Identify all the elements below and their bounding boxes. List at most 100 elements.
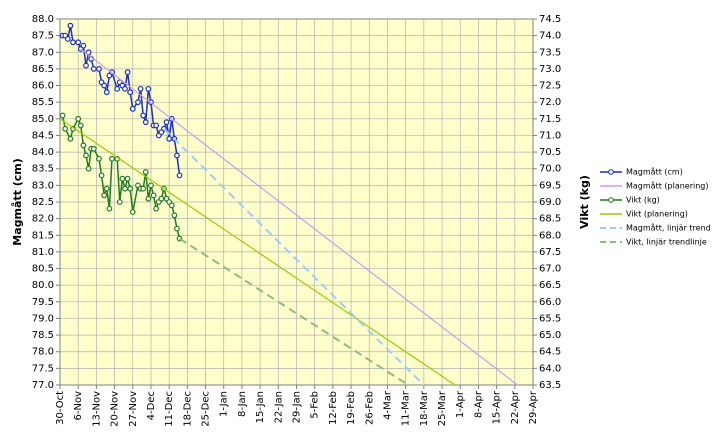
legend-label: Vikt (kg) xyxy=(626,196,660,205)
legend-label: Magmått (cm) xyxy=(626,167,683,177)
y-tick-label: 81.5 xyxy=(32,230,54,241)
y-tick-label: 80.5 xyxy=(32,264,54,275)
x-tick-label: 8-Jan xyxy=(237,391,248,417)
data-point xyxy=(122,85,128,92)
data-point xyxy=(109,155,115,162)
x-tick-label: 1-Jan xyxy=(219,391,230,417)
y2-tick-label: 68.0 xyxy=(539,230,561,241)
y-tick-label: 77.5 xyxy=(32,363,54,374)
data-point xyxy=(158,195,165,202)
plot-area xyxy=(59,18,534,386)
legend-label: Magmått, linjär trend xyxy=(626,223,711,233)
data-point xyxy=(135,99,141,106)
y2-tick-label: 71.0 xyxy=(539,130,561,141)
data-point xyxy=(153,205,160,212)
data-point xyxy=(174,225,180,232)
data-point xyxy=(101,82,108,89)
y-tick-label: 82.0 xyxy=(32,214,54,225)
data-point xyxy=(145,85,152,92)
legend-label: Magmått (planering) xyxy=(626,181,709,191)
y-tick-label: 84.5 xyxy=(32,130,54,141)
y-tick-label: 86.5 xyxy=(32,64,54,75)
data-point xyxy=(124,175,131,182)
legend-marker xyxy=(608,197,614,203)
data-point xyxy=(75,115,82,122)
x-tick-label: 25-Mar xyxy=(437,390,448,426)
data-point xyxy=(119,175,126,182)
x-tick-label: 29-Apr xyxy=(528,390,539,424)
series-line xyxy=(59,118,456,386)
y-tick-label: 79.5 xyxy=(32,297,54,308)
y2-tick-label: 72.0 xyxy=(539,97,561,108)
x-tick-label: 19-Feb xyxy=(346,391,357,425)
series-line xyxy=(163,128,425,386)
data-point xyxy=(166,135,173,142)
y2-axis-title: Vikt (kg) xyxy=(578,175,591,229)
data-point xyxy=(122,185,128,192)
x-tick-label: 11-Mar xyxy=(401,390,412,426)
y2-tick-label: 65.5 xyxy=(539,313,561,324)
data-point xyxy=(70,39,76,46)
y2-tick-label: 74.5 xyxy=(539,14,561,25)
data-point xyxy=(168,202,175,209)
y-axis-title: Magmått (cm) xyxy=(11,158,24,246)
data-point xyxy=(114,85,121,92)
x-tick-label: 5-Feb xyxy=(310,391,321,419)
y-tick-label: 78.5 xyxy=(32,330,54,341)
y2-tick-label: 74.0 xyxy=(539,31,561,42)
data-point xyxy=(64,36,71,42)
data-point xyxy=(163,119,170,126)
data-point xyxy=(171,212,178,219)
data-point xyxy=(137,85,144,92)
y-tick-label: 88.0 xyxy=(32,14,54,25)
data-point xyxy=(103,89,110,96)
y2-tick-label: 70.0 xyxy=(539,164,561,175)
x-tick-label: 1-Apr xyxy=(455,390,466,418)
data-point xyxy=(127,89,134,96)
x-tick-label: 4-Mar xyxy=(382,390,393,420)
data-point xyxy=(90,66,97,72)
y-tick-label: 85.5 xyxy=(32,97,54,108)
data-point xyxy=(176,172,183,179)
x-tick-label: 4-Dec xyxy=(146,391,157,420)
x-tick-label: 18-Mar xyxy=(419,390,430,426)
data-point xyxy=(153,122,160,129)
x-tick-label: 22-Apr xyxy=(510,390,521,424)
data-point xyxy=(67,22,74,29)
legend-label: Vikt, linjär trendlinje xyxy=(626,238,707,247)
data-point xyxy=(83,152,89,159)
legend: Magmått (cm) Magmått (planering) Vikt (kg)… xyxy=(600,167,711,247)
y-tick-label: 86.0 xyxy=(32,81,54,92)
y-tick-label: 77.0 xyxy=(32,380,54,391)
data-point xyxy=(80,42,87,49)
y2-tick-label: 73.0 xyxy=(539,64,561,75)
y2-tick-label: 71.5 xyxy=(539,114,561,125)
y2-tick-label: 69.5 xyxy=(539,180,561,191)
data-point xyxy=(90,145,97,152)
y2-tick-label: 63.5 xyxy=(539,380,561,391)
data-point xyxy=(142,119,149,126)
legend-marker xyxy=(608,169,614,175)
x-tick-label: 26-Feb xyxy=(364,391,375,425)
x-tick-label: 22-Jan xyxy=(273,391,284,423)
y-tick-label: 82.5 xyxy=(32,197,54,208)
data-point xyxy=(140,112,147,119)
data-point xyxy=(142,169,149,175)
y2-tick-label: 64.0 xyxy=(539,363,561,374)
x-tick-label: 20-Nov xyxy=(110,391,121,427)
x-tick-label: 12-Feb xyxy=(328,391,339,425)
x-tick-label: 30-Oct xyxy=(55,391,66,425)
y2-tick-label: 67.5 xyxy=(539,247,561,258)
data-point xyxy=(101,192,108,199)
data-point xyxy=(67,135,74,142)
legend-label: Vikt (planering) xyxy=(626,210,688,219)
y-tick-label: 81.0 xyxy=(32,247,54,258)
y2-tick-label: 66.5 xyxy=(539,280,561,291)
data-point xyxy=(124,69,131,76)
data-point xyxy=(129,105,136,112)
data-point xyxy=(96,155,102,162)
x-tick-label: 27-Nov xyxy=(128,391,139,427)
data-point xyxy=(75,39,82,46)
data-point xyxy=(129,209,136,215)
